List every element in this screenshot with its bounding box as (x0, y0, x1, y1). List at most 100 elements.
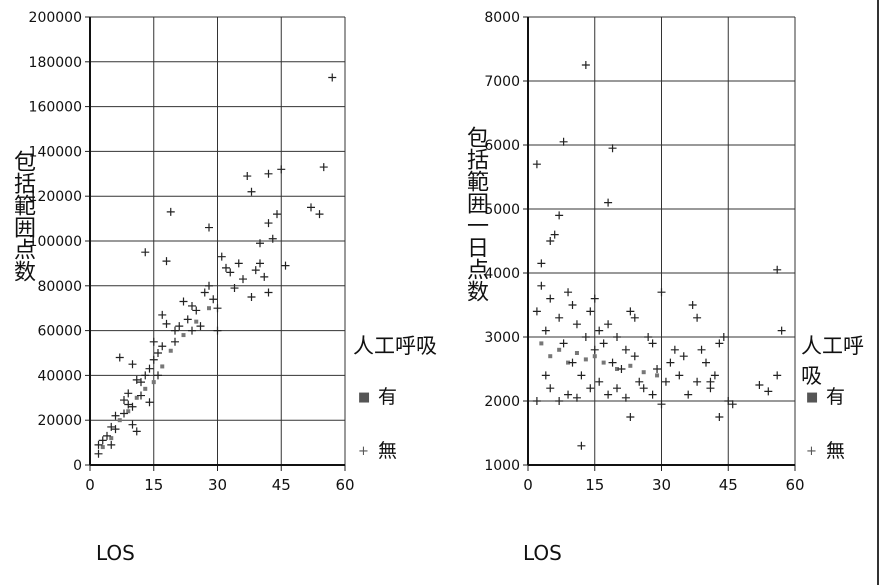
chart1-point-ventilated (100, 445, 105, 450)
chart1-point-none (171, 337, 179, 346)
chart2-point-none (715, 413, 724, 421)
chart1-xtick-label: 45 (272, 476, 291, 494)
chart2-point-none (541, 326, 550, 335)
chart1-point-none (239, 275, 247, 284)
page-right-border (877, 0, 879, 585)
chart2-point-none (670, 345, 679, 354)
chart1-xtick-label: 60 (335, 476, 354, 494)
chart1-point-ventilated (134, 395, 139, 400)
chart2-point-ventilated (548, 354, 553, 359)
chart2-point-none (755, 381, 764, 389)
chart2-point-none (604, 320, 613, 329)
chart2-point-ventilated (655, 373, 660, 378)
chart2-point-none (608, 358, 617, 367)
chart2-point-none (702, 358, 710, 367)
chart1-ytick-label: 140000 (29, 144, 82, 160)
chart2-point-none (546, 294, 555, 303)
chart1-point-none (234, 259, 243, 268)
chart2-ytick-label: 5000 (484, 202, 520, 218)
chart2-ytick-label: 7000 (484, 74, 520, 90)
chart2-ytick-label: 3000 (484, 330, 520, 346)
chart2-point-none (572, 393, 581, 402)
chart2-point-none (613, 384, 621, 393)
chart1-point-none (251, 266, 260, 275)
chart1-point-none (200, 288, 209, 297)
chart2-ytick-label: 4000 (484, 266, 520, 282)
chart1-point-none (192, 306, 201, 315)
chart1-point-none (162, 319, 171, 328)
chart1-point-none (145, 364, 154, 373)
chart1-point-none (154, 371, 162, 380)
chart1-point-none (171, 326, 179, 335)
chart1-ytick-label: 40000 (37, 368, 82, 384)
chart2-xlabel: LOS (523, 541, 562, 565)
chart1-legend-item-no: + 無 (358, 436, 397, 463)
chart1-point-ventilated (143, 386, 148, 391)
chart2-point-none (604, 390, 613, 399)
chart1-point-none (188, 301, 196, 310)
chart1-point-none (158, 342, 167, 351)
dot-marker-icon: ■ (358, 390, 371, 405)
chart1-point-none (103, 431, 111, 440)
dot-marker-icon: ■ (806, 390, 819, 405)
chart1-point-none (328, 73, 337, 82)
chart2-point-none (773, 265, 782, 274)
chart1-ytick-label: 160000 (29, 100, 82, 116)
chart2-point-none (657, 288, 666, 297)
chart2-point-none (608, 144, 617, 153)
chart2-point-ventilated (601, 360, 606, 365)
chart1-point-none (120, 396, 128, 405)
chart1-point-none (243, 172, 252, 181)
chart2-point-none (613, 333, 621, 341)
chart1-point-none (281, 261, 290, 270)
chart2-point-none (626, 307, 635, 316)
chart1-ytick-label: 200000 (29, 10, 82, 26)
chart2-point-none (773, 371, 782, 380)
chart2-point-none (630, 313, 639, 322)
chart2-point-none (697, 345, 706, 354)
chart1-point-none (196, 322, 205, 331)
chart2-point-none (648, 339, 657, 348)
chart1-point-none (128, 402, 137, 411)
chart1-point-ventilated (160, 364, 165, 369)
chart2-point-none (630, 352, 639, 361)
chart2-point-none (572, 320, 581, 329)
chart2-point-none (724, 397, 733, 405)
chart1-point-none (226, 268, 235, 277)
chart2-point-none (639, 384, 648, 393)
chart2-point-ventilated (628, 363, 633, 368)
chart2-point-none (653, 365, 662, 373)
chart1-point-none (256, 239, 264, 248)
chart2-legend-item-yes: ■ 有 (806, 382, 845, 409)
chart2-point-none (541, 371, 550, 380)
chart2-point-none (604, 198, 613, 207)
chart1-point-none (264, 169, 273, 178)
chart2-point-none (684, 390, 693, 399)
chart1-point-none (179, 297, 188, 306)
chart2-point-none (532, 307, 541, 316)
chart2-point-none (577, 441, 586, 450)
chart1-point-none (247, 187, 256, 196)
chart2-point-none (577, 371, 586, 380)
chart2-point-none (719, 333, 728, 341)
chart2-point-ventilated (566, 360, 571, 365)
chart2-point-none (581, 61, 590, 69)
chart1-point-none (124, 389, 133, 398)
chart1-point-none (256, 259, 264, 268)
chart2-point-none (546, 384, 555, 393)
chart1-point-none (137, 378, 145, 387)
chart2-point-none (599, 339, 608, 348)
chart1-xlabel: LOS (96, 541, 135, 565)
chart1-point-none (315, 210, 324, 219)
chart1-point-ventilated (207, 306, 211, 311)
chart2-point-none (595, 326, 604, 335)
chart1-point-none (183, 315, 192, 324)
chart1-point-none (264, 219, 273, 228)
chart1-point-none (111, 425, 120, 434)
chart2-point-none (693, 377, 702, 386)
chart2-point-none (546, 237, 555, 245)
chart2-legend-label-yes: 有 (826, 386, 846, 408)
chart2-point-ventilated (557, 347, 562, 352)
chart1-point-none (141, 248, 150, 257)
chart2-point-none (568, 301, 577, 309)
